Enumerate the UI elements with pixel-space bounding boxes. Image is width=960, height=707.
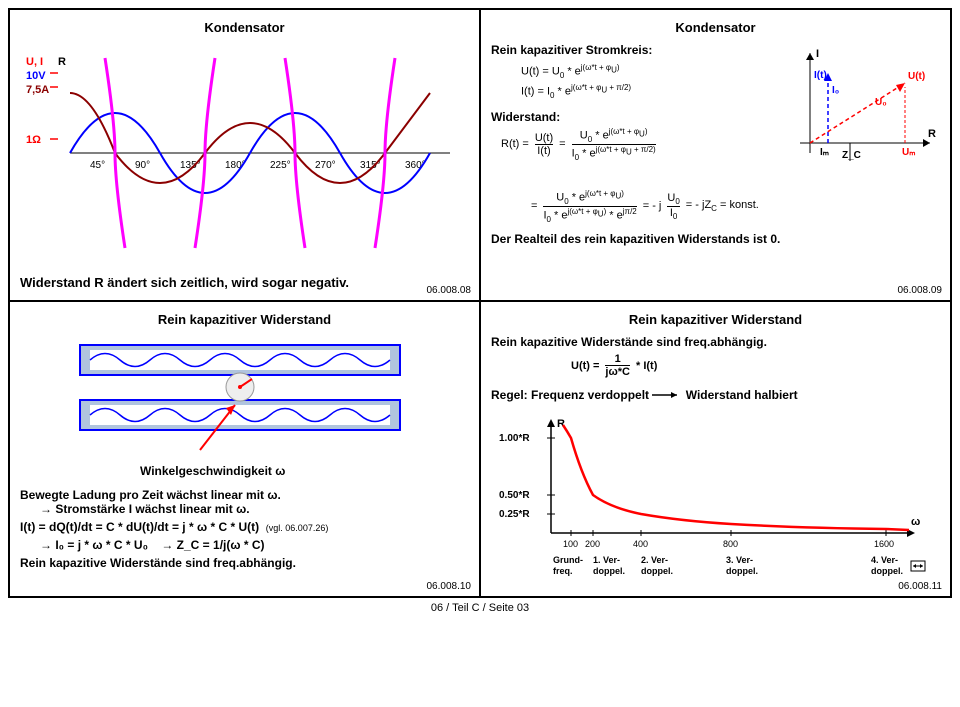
svg-text:270°: 270° xyxy=(315,160,336,171)
panel1-caption: Widerstand R ändert sich zeitlich, wird … xyxy=(20,275,469,290)
p3-line3: I(t) = dQ(t)/dt = C * dU(t)/dt = j * ω *… xyxy=(20,520,469,534)
svg-text:90°: 90° xyxy=(135,160,150,171)
svg-text:Uₘ: Uₘ xyxy=(902,147,915,158)
p3-line4: → I₀ = j * ω * C * U₀ → Z_C = 1/j(ω * C) xyxy=(40,538,469,552)
one-ohm-label: 1Ω xyxy=(26,134,41,146)
svg-text:I: I xyxy=(816,48,819,60)
panel1-slide-num: 06.008.08 xyxy=(427,285,472,296)
svg-text:1. Ver-: 1. Ver- xyxy=(593,555,620,565)
panel2-title: Kondensator xyxy=(491,20,940,35)
eq-r1: R(t) = U(t)I(t) = U0 * ej(ω*t + φU) I0 *… xyxy=(501,127,782,162)
panel1-chart: U, I R 10V 7,5A 1Ω 45° 90° 135° 180° 225… xyxy=(20,43,460,268)
svg-text:doppel.: doppel. xyxy=(641,566,673,576)
panel-1: Kondensator U, I R 10V 7,5A 1Ω 45° 90° 1… xyxy=(9,9,480,301)
svg-text:I₀: I₀ xyxy=(832,85,839,96)
svg-text:doppel.: doppel. xyxy=(726,566,758,576)
svg-text:I(t): I(t) xyxy=(814,70,827,81)
y-ticks: 1.00*R 0.50*R 0.25*R xyxy=(499,433,555,520)
svg-text:0.50*R: 0.50*R xyxy=(499,490,530,501)
svg-text:800: 800 xyxy=(723,539,738,549)
panel3-title: Rein kapazitiver Widerstand xyxy=(20,312,469,327)
svg-text:ω: ω xyxy=(911,516,920,528)
panel-3: Rein kapazitiver Widerstand Winkelgeschw… xyxy=(9,301,480,597)
capacitor-schematic xyxy=(20,335,460,455)
impedance-chart: R ω 1.00*R 0.50*R 0.25*R 100 200 400 800… xyxy=(491,413,931,583)
y-label-10v: 10V xyxy=(26,70,46,82)
svg-text:Grund-: Grund- xyxy=(553,555,583,565)
svg-text:R: R xyxy=(928,128,936,140)
p3-line2: → Stromstärke I wächst linear mit ω. xyxy=(40,502,469,516)
panel4-title: Rein kapazitiver Widerstand xyxy=(491,312,940,327)
eq-i: I(t) = I0 * ej(ω*t + φU + π/2) xyxy=(521,83,782,100)
p4-sub1: Rein kapazitive Widerstände sind freq.ab… xyxy=(491,335,940,349)
panel2-slide-num: 06.008.09 xyxy=(898,285,943,296)
winkel-label: Winkelgeschwindigkeit ω xyxy=(140,464,469,478)
svg-text:200: 200 xyxy=(585,539,600,549)
p3-line5: Rein kapazitive Widerstände sind freq.ab… xyxy=(20,556,469,570)
svg-text:freq.: freq. xyxy=(553,566,573,576)
svg-text:1.00*R: 1.00*R xyxy=(499,433,530,444)
svg-text:doppel.: doppel. xyxy=(871,566,903,576)
svg-text:45°: 45° xyxy=(90,160,105,171)
p3-line1: Bewegte Ladung pro Zeit wächst linear mi… xyxy=(20,488,469,502)
y-label-ui: U, I xyxy=(26,56,43,68)
svg-text:U₀: U₀ xyxy=(875,97,887,108)
panel-2: Kondensator Rein kapazitiver Stromkreis:… xyxy=(480,9,951,301)
svg-text:3. Ver-: 3. Ver- xyxy=(726,555,753,565)
panel3-slide-num: 06.008.10 xyxy=(427,581,472,592)
svg-text:0.25*R: 0.25*R xyxy=(499,509,530,520)
eq-r2: = U0 * ej(ω*t + φU) I0 * ej(ω*t + φU) * … xyxy=(531,189,940,224)
page-footer: 06 / Teil C / Seite 03 xyxy=(8,602,952,614)
svg-text:2. Ver-: 2. Ver- xyxy=(641,555,668,565)
svg-text:4. Ver-: 4. Ver- xyxy=(871,555,898,565)
p4-eq: U(t) = 1jω*C * I(t) xyxy=(571,353,940,378)
svg-text:Iₘ: Iₘ xyxy=(820,147,829,158)
p4-rule: Regel: Frequenz verdoppelt Widerstand ha… xyxy=(491,388,940,403)
zoom-icon xyxy=(911,561,925,571)
y-label-75a: 7,5A xyxy=(26,84,49,96)
svg-text:1600: 1600 xyxy=(874,539,894,549)
realteil: Der Realteil des rein kapazitiven Widers… xyxy=(491,232,940,246)
svg-text:Z_C: Z_C xyxy=(842,150,861,161)
panel1-title: Kondensator xyxy=(20,20,469,35)
widerstand-label: Widerstand: xyxy=(491,110,782,124)
r-axis-label: R xyxy=(58,56,66,68)
panel-4: Rein kapazitiver Widerstand Rein kapazit… xyxy=(480,301,951,597)
svg-text:doppel.: doppel. xyxy=(593,566,625,576)
panel2-subtitle: Rein kapazitiver Stromkreis: xyxy=(491,43,782,57)
svg-text:100: 100 xyxy=(563,539,578,549)
slide-grid: Kondensator U, I R 10V 7,5A 1Ω 45° 90° 1… xyxy=(8,8,952,598)
x-under-labels: Grund-freq. 1. Ver-doppel. 2. Ver-doppel… xyxy=(553,555,903,576)
phasor-diagram: R I I(t) I₀ Iₘ U(t) U₀ Uₘ Z_C xyxy=(790,43,940,183)
panel4-slide-num: 06.008.11 xyxy=(898,581,942,592)
eq-u: U(t) = U0 * ej(ω*t + φU) xyxy=(521,63,782,80)
svg-text:400: 400 xyxy=(633,539,648,549)
svg-text:225°: 225° xyxy=(270,160,291,171)
svg-text:U(t): U(t) xyxy=(908,71,925,82)
